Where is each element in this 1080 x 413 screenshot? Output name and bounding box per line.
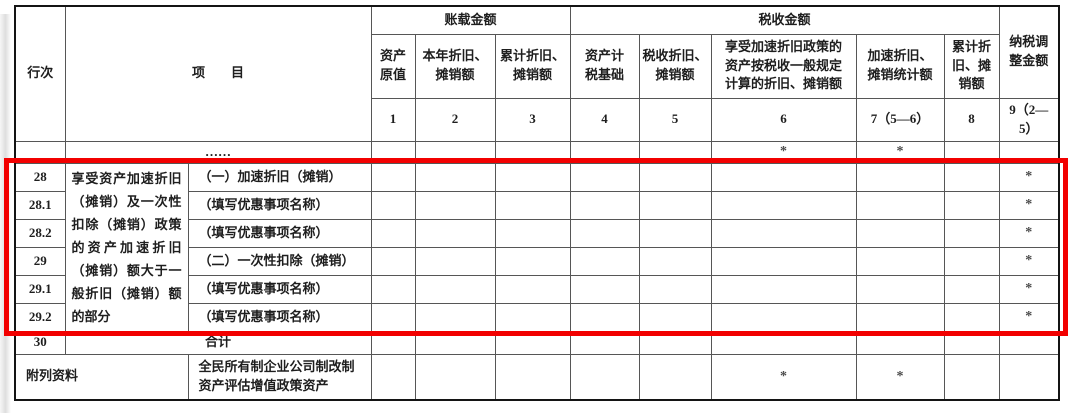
header-row-groups: 行次 项 目 账载金额 税收金额 纳税调 整金额 bbox=[14, 5, 1060, 142]
col-header-general-rule-depreciation: 享受加速折旧政策的 资产按税收一般规定 计算的折旧、摊销额 bbox=[710, 33, 857, 99]
star-cell: * bbox=[998, 274, 1060, 304]
empty-cell bbox=[710, 246, 857, 276]
empty-cell bbox=[414, 353, 496, 401]
empty-cell bbox=[943, 190, 1000, 220]
row-no-cell: 29.1 bbox=[14, 274, 66, 304]
col-header-row-no: 行次 bbox=[14, 5, 66, 142]
col-header-accelerated-depreciation-stat: 加速折旧、 摊销统计额 bbox=[855, 33, 945, 99]
empty-cell bbox=[414, 162, 496, 192]
empty-cell bbox=[414, 190, 496, 220]
table-row-29: 29 （二）一次性扣除（摊销） * bbox=[14, 246, 1060, 276]
col-header-item: 项 目 bbox=[64, 5, 372, 142]
appendix-item-cell: 全民所有制企业公司制改制 资产评估增值政策资产 bbox=[187, 353, 372, 401]
empty-cell bbox=[569, 246, 640, 276]
item-cell: （填写优惠事项名称） bbox=[187, 218, 372, 248]
col-number-4: 4 bbox=[569, 97, 640, 142]
empty-cell bbox=[943, 302, 1000, 332]
empty-cell bbox=[943, 353, 1000, 401]
col-header-accumulated-depreciation-book: 累计折旧、 摊销额 bbox=[494, 33, 571, 99]
group-header-book-amount: 账载金额 bbox=[370, 5, 571, 35]
header-row-labels: 资产 原值 本年折旧、 摊销额 累计折旧、 摊销额 资产计 税基础 税收折旧、 … bbox=[15, 33, 1059, 99]
appendix-label-cell: 附列资料 bbox=[14, 353, 189, 401]
empty-cell bbox=[370, 353, 416, 401]
col-header-asset-original-value: 资产 原值 bbox=[370, 33, 416, 99]
col-header-tax-depreciation: 税收折旧、 摊销额 bbox=[638, 33, 712, 99]
group-header-tax-amount: 税收金额 bbox=[569, 5, 1000, 35]
empty-cell bbox=[943, 218, 1000, 248]
empty-cell bbox=[855, 246, 945, 276]
empty-cell bbox=[569, 353, 640, 401]
empty-cell bbox=[855, 274, 945, 304]
table-row-28: 28 享受资产加速折旧（摊销）及一次性扣除（摊销）政策的资产加速折旧（摊销）额大… bbox=[14, 162, 1060, 332]
col-header-accumulated-depreciation-tax: 累计折 旧、摊 销额 bbox=[943, 33, 1000, 99]
col-header-asset-tax-basis: 资产计 税基础 bbox=[569, 33, 640, 99]
star-cell: * bbox=[710, 353, 857, 401]
highlight-box-rows-28-to-29-2 bbox=[4, 158, 1068, 336]
col-number-8: 8 bbox=[943, 97, 1000, 142]
item-cell: （填写优惠事项名称） bbox=[187, 302, 372, 332]
row-no-cell: 29 bbox=[14, 246, 66, 276]
appendix-row: 附列资料 全民所有制企业公司制改制 资产评估增值政策资产 * * bbox=[14, 353, 1060, 401]
row-no-cell: 28.2 bbox=[14, 218, 66, 248]
table-row-28-2: 28.2 （填写优惠事项名称） * bbox=[14, 218, 1060, 248]
col-number-5: 5 bbox=[638, 97, 712, 142]
col-number-2: 2 bbox=[414, 97, 496, 142]
item-cell: （二）一次性扣除（摊销） bbox=[187, 246, 372, 276]
empty-cell bbox=[943, 162, 1000, 192]
star-cell: * bbox=[855, 353, 945, 401]
star-cell: * bbox=[998, 190, 1060, 220]
empty-cell bbox=[855, 190, 945, 220]
col-header-current-year-depreciation: 本年折旧、 摊销额 bbox=[414, 33, 496, 99]
empty-cell bbox=[569, 218, 640, 248]
empty-cell bbox=[370, 246, 416, 276]
col-number-1: 1 bbox=[370, 97, 416, 142]
empty-cell bbox=[998, 353, 1060, 401]
empty-cell bbox=[414, 274, 496, 304]
col-number-9: 9（2— 5） bbox=[998, 97, 1060, 142]
item-cell: （填写优惠事项名称） bbox=[187, 274, 372, 304]
empty-cell bbox=[855, 302, 945, 332]
item-cell: （一）加速折旧（摊销） bbox=[187, 162, 372, 192]
empty-cell bbox=[710, 162, 857, 192]
empty-cell bbox=[494, 353, 571, 401]
col-number-7: 7（5—6） bbox=[855, 97, 945, 142]
header-row-numbers: 1 2 3 4 5 6 7（5—6） 8 9（2— 5） bbox=[15, 97, 1060, 142]
empty-cell bbox=[638, 353, 712, 401]
depreciation-form-table: 行次 项 目 账载金额 税收金额 纳税调 整金额 资产 原值 本年折旧、 摊销额… bbox=[14, 5, 1061, 401]
col-header-tax-adjustment: 纳税调 整金额 bbox=[998, 5, 1060, 99]
col-number-6: 6 bbox=[710, 97, 857, 142]
empty-cell bbox=[494, 246, 571, 276]
col-number-3: 3 bbox=[494, 97, 571, 142]
star-cell: * bbox=[998, 246, 1060, 276]
